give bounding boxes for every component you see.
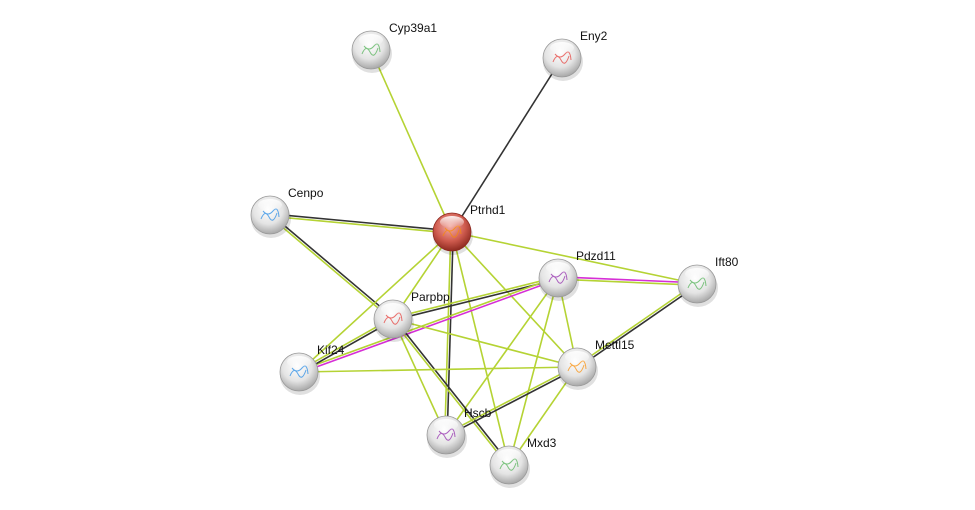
edge-kif24-mettl15-textmining[interactable] [298, 366, 578, 373]
edge-cenpo-parpbp-textmining[interactable] [268, 215, 393, 321]
edge-ptrhd1-kif24-textmining[interactable] [298, 231, 453, 373]
node-label: Ptrhd1 [470, 203, 506, 217]
edge-cyp39a1-ptrhd1-textmining[interactable] [370, 49, 453, 233]
protein-structure-icon [552, 51, 572, 64]
edge-parpbp-hscb-textmining[interactable] [392, 318, 447, 436]
node-layer: Cyp39a1 Eny2 Cenpo Ptrhd1 Pdzd11 Ift80 Parpbp K… [250, 21, 739, 488]
node-label: Mxd3 [527, 436, 557, 450]
edge-mettl15-hscb-coexpression[interactable] [446, 367, 578, 437]
node-label: Eny2 [580, 29, 608, 43]
edge-eny2-ptrhd1-coexpression[interactable] [451, 57, 563, 233]
node-label: Hscb [464, 406, 492, 420]
protein-structure-icon [548, 271, 568, 284]
protein-structure-icon [567, 360, 587, 373]
edge-ift80-mettl15-coexpression[interactable] [577, 284, 699, 369]
node-kif24[interactable]: Kif24 [279, 343, 345, 395]
edge-parpbp-mxd3-coexpression[interactable] [393, 317, 511, 465]
edge-ptrhd1-ift80-textmining[interactable] [451, 231, 698, 285]
node-hscb[interactable]: Hscb [426, 406, 492, 458]
protein-structure-icon [499, 458, 519, 471]
node-mettl15[interactable]: Mettl15 [557, 338, 635, 390]
node-cenpo[interactable]: Cenpo [250, 186, 324, 238]
node-label: Mettl15 [595, 338, 635, 352]
node-label: Parpbp [411, 290, 450, 304]
protein-structure-icon [361, 43, 381, 56]
edge-cenpo-ptrhd1-coexpression[interactable] [270, 213, 453, 232]
edge-pdzd11-kif24-homology[interactable] [299, 278, 559, 374]
node-ift80[interactable]: Ift80 [677, 255, 739, 307]
node-parpbp[interactable]: Parpbp [373, 290, 450, 342]
edge-mettl15-mxd3-textmining[interactable] [508, 366, 578, 466]
protein-structure-icon [260, 208, 280, 221]
node-ptrhd1[interactable]: Ptrhd1 [432, 203, 506, 255]
node-pdzd11[interactable]: Pdzd11 [538, 249, 616, 301]
edge-mettl15-hscb-textmining[interactable] [445, 365, 577, 435]
edge-ptrhd1-mxd3-textmining[interactable] [451, 231, 510, 466]
edge-ptrhd1-mettl15-textmining[interactable] [451, 231, 578, 368]
node-label: Pdzd11 [576, 249, 616, 263]
edge-ift80-mettl15-textmining[interactable] [575, 282, 697, 367]
edge-pdzd11-ift80-textmining[interactable] [557, 278, 697, 286]
node-mxd3[interactable]: Mxd3 [489, 436, 557, 488]
protein-structure-icon [436, 428, 456, 441]
edge-cenpo-parpbp-coexpression[interactable] [270, 213, 395, 319]
edge-parpbp-mxd3-textmining[interactable] [391, 319, 509, 467]
edge-pdzd11-kif24-textmining[interactable] [298, 276, 558, 372]
node-label: Kif24 [317, 343, 345, 357]
node-label: Cenpo [288, 186, 324, 200]
protein-structure-icon [442, 225, 462, 238]
node-label: Ift80 [715, 255, 739, 269]
edge-layer [268, 49, 699, 467]
node-cyp39a1[interactable]: Cyp39a1 [351, 21, 437, 73]
protein-structure-icon [289, 365, 309, 378]
edge-pdzd11-ift80-homology[interactable] [558, 276, 698, 284]
node-label: Cyp39a1 [389, 21, 437, 35]
edge-pdzd11-mxd3-textmining[interactable] [508, 277, 559, 466]
edge-pdzd11-parpbp-textmining[interactable] [392, 276, 558, 319]
edge-pdzd11-hscb-textmining[interactable] [445, 277, 559, 436]
edge-parpbp-mettl15-textmining[interactable] [392, 318, 578, 368]
edge-cenpo-ptrhd1-textmining[interactable] [269, 215, 452, 234]
protein-structure-icon [687, 277, 707, 290]
protein-structure-icon [383, 312, 403, 325]
node-eny2[interactable]: Eny2 [542, 29, 608, 81]
